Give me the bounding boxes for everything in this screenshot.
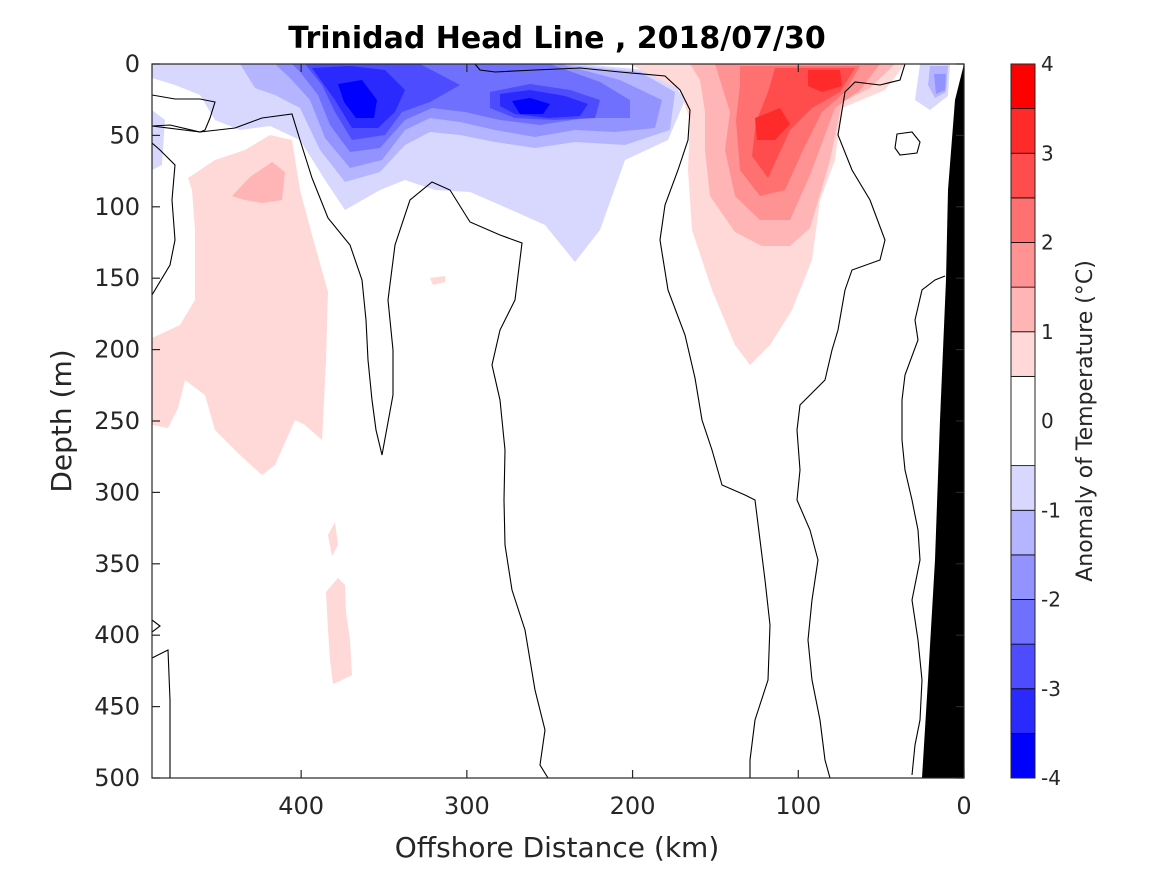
y-tick-label: 100 (94, 193, 140, 221)
colorbar-segment (1010, 63, 1036, 110)
contour-line (152, 142, 176, 296)
zero-contours (152, 64, 946, 778)
fill-offshore-pos-1 (232, 162, 285, 203)
x-tick-label: 400 (278, 792, 324, 820)
y-tick-label: 450 (94, 693, 140, 721)
colorbar-tick-label: -2 (1041, 588, 1061, 612)
colorbar-segment (1010, 509, 1036, 556)
fill-level-pos-2-5 (752, 68, 855, 178)
contour-line (152, 619, 161, 633)
y-tick-label: 50 (109, 121, 140, 149)
colorbar: 4 3 2 1 0 -1 -2 -3 -4 (1010, 52, 1061, 790)
colorbar-segment (1010, 732, 1036, 779)
colorbar-frame (1010, 63, 1036, 779)
x-axis: 400 300 200 100 0 (278, 64, 972, 820)
colorbar-tick-label: 1 (1041, 320, 1054, 344)
x-tick-label: 100 (775, 792, 821, 820)
fill-offshore-pos-0-5-deep-a (328, 522, 338, 556)
y-tick-label: 200 (94, 336, 140, 364)
contour-line (152, 649, 171, 778)
negative-anomaly-fills (152, 64, 950, 262)
colorbar-segment (1010, 688, 1036, 734)
colorbar-segment (1010, 152, 1036, 199)
plot-area (152, 64, 964, 778)
y-tick-label: 500 (94, 764, 140, 792)
contour-line (901, 275, 946, 776)
colorbar-segment (1010, 375, 1036, 467)
x-axis-label: Offshore Distance (km) (395, 831, 720, 864)
colorbar-label: Anomaly of Temperature (°C) (1073, 260, 1098, 582)
contour-line (796, 64, 906, 778)
x-tick-label: 300 (444, 792, 490, 820)
colorbar-tick-label: 4 (1041, 52, 1054, 76)
y-tick-label: 150 (94, 264, 140, 292)
chart-title: Trinidad Head Line , 2018/07/30 (288, 21, 825, 56)
colorbar-segment (1010, 331, 1036, 377)
colorbar-segment (1010, 465, 1036, 511)
colorbar-segment (1010, 108, 1036, 154)
x-tick-label: 200 (610, 792, 656, 820)
colorbar-segment (1010, 286, 1036, 333)
colorbar-tick-label: -1 (1041, 498, 1061, 522)
fill-offshore-pos-0-5-small (430, 276, 445, 285)
contour-line (152, 113, 549, 778)
colorbar-segment (1010, 197, 1036, 243)
bathymetry-mask (922, 64, 964, 778)
colorbar-segment (1010, 554, 1036, 600)
fill-nearshore-neg-1-5 (934, 74, 946, 94)
y-axis-label: Depth (m) (45, 349, 78, 492)
y-tick-label: 350 (94, 550, 140, 578)
positive-anomaly-fills (152, 64, 905, 684)
colorbar-tick-label: 3 (1041, 141, 1054, 165)
y-tick-label: 300 (94, 478, 140, 506)
colorbar-tick-label: 0 (1041, 409, 1054, 433)
y-tick-label: 0 (125, 50, 140, 78)
fill-level-neg-3-5 (338, 80, 550, 118)
contour-line (474, 64, 771, 778)
fill-level-neg-3 (312, 66, 588, 128)
fill-offshore-pos-0-5-deep-b (326, 578, 352, 684)
colorbar-segment (1010, 599, 1036, 645)
contour-line (894, 131, 921, 156)
y-tick-label: 400 (94, 621, 140, 649)
y-tick-label: 250 (94, 407, 140, 435)
colorbar-segment (1010, 242, 1036, 288)
colorbar-segment (1010, 643, 1036, 690)
fill-offshore-pos-0-5-upper (152, 135, 328, 475)
colorbar-tick-label: -3 (1041, 677, 1061, 701)
y-axis: 0 50 100 150 200 250 300 350 400 450 500 (94, 50, 964, 792)
x-tick-label: 0 (956, 792, 971, 820)
colorbar-tick-label: -4 (1041, 766, 1061, 790)
contour-line (152, 94, 216, 133)
colorbar-tick-label: 2 (1041, 231, 1054, 255)
fill-level-pos-3 (755, 70, 842, 140)
